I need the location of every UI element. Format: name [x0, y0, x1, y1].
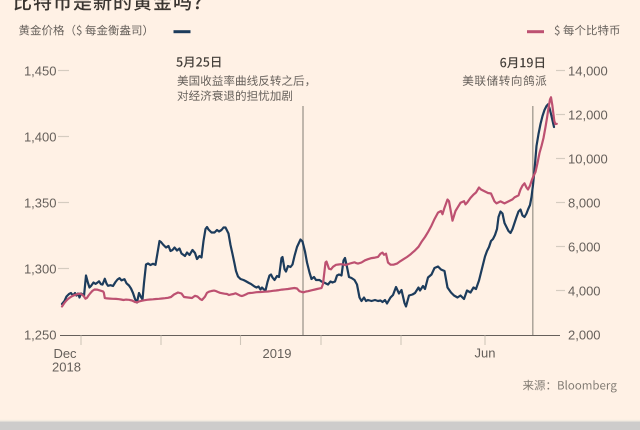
svg-text:10,000: 10,000	[568, 151, 608, 166]
svg-text:1,400: 1,400	[24, 129, 57, 144]
svg-text:Jun: Jun	[475, 346, 496, 361]
svg-text:1,300: 1,300	[24, 262, 57, 277]
svg-text:2,000: 2,000	[568, 328, 601, 343]
svg-text:14,000: 14,000	[568, 63, 608, 78]
svg-text:2019: 2019	[263, 346, 292, 361]
svg-text:6,000: 6,000	[568, 240, 601, 255]
svg-text:1,250: 1,250	[24, 328, 57, 343]
svg-text:4,000: 4,000	[568, 284, 601, 299]
svg-text:12,000: 12,000	[568, 107, 608, 122]
svg-text:1,350: 1,350	[24, 196, 57, 211]
svg-text:2018: 2018	[52, 360, 81, 375]
svg-text:8,000: 8,000	[568, 196, 601, 211]
svg-text:1,450: 1,450	[24, 63, 57, 78]
svg-text:Dec: Dec	[53, 346, 77, 361]
